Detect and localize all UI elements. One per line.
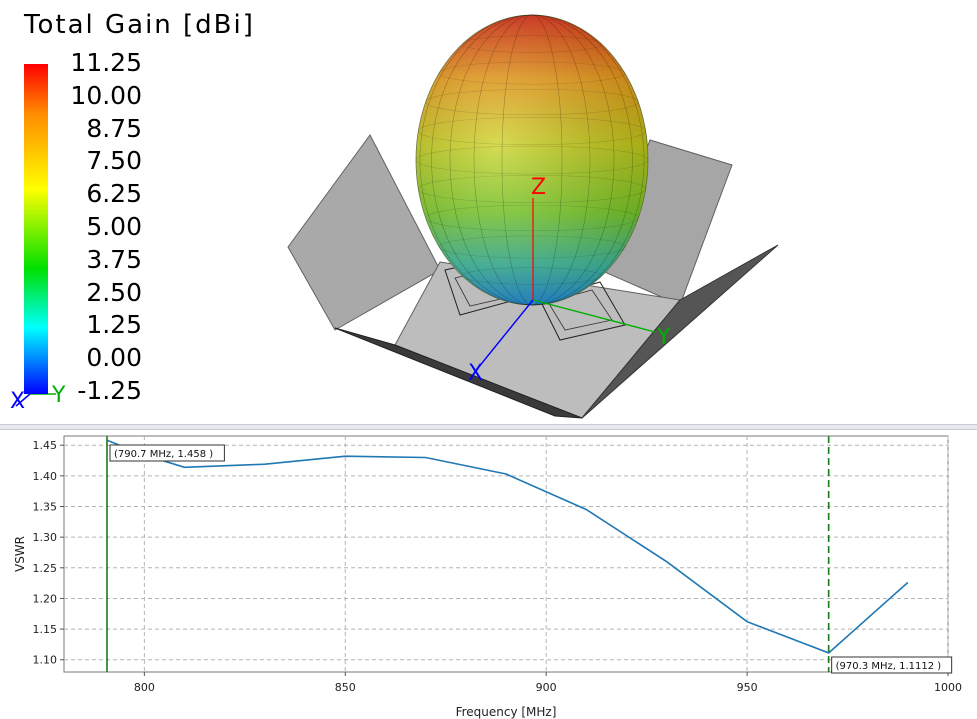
gain-colorbar <box>24 64 48 394</box>
z-axis-label: Z <box>531 175 546 200</box>
reflector-left-wall <box>287 134 441 331</box>
vswr-curve <box>106 439 909 654</box>
y-axis-label: Y <box>656 325 671 350</box>
radiation-pattern-3d: Z Y X X Y <box>10 14 779 419</box>
vswr-chart: 1.10 1.15 1.20 1.25 1.30 1.35 1.40 1.45 800 850 90… <box>13 435 962 719</box>
lobe-parallel <box>418 175 646 203</box>
vswr-chart-panel[interactable]: 1.10 1.15 1.20 1.25 1.30 1.35 1.40 1.45 800 850 90… <box>0 430 977 719</box>
lobe-parallel <box>425 88 639 116</box>
x-tick-label: 800 <box>134 681 155 694</box>
lobe-parallel <box>438 235 626 259</box>
marker-2-label-text: (970.3 MHz, 1.1112 ) <box>836 661 942 672</box>
reflector-front-edge <box>334 327 583 419</box>
lobe-parallel <box>418 117 646 145</box>
colorbar-tick-label: 5.00 <box>86 212 142 241</box>
x-tick-label: 900 <box>536 681 557 694</box>
lobe-meridian <box>473 14 591 306</box>
y-axis-title: VSWR <box>13 536 27 572</box>
lobe-parallel <box>438 61 626 85</box>
lobe-meridian <box>419 14 645 306</box>
colorbar-tick-label: -1.25 <box>77 376 142 405</box>
lobe-parallel <box>462 267 602 285</box>
mini-x-axis-line <box>15 393 31 407</box>
lobe-meridian <box>501 14 563 306</box>
radiation-pattern-view[interactable]: Z Y X X Y Total Gain [dBi] 11.25 10.00 8.7… <box>0 0 977 424</box>
y-axis-line <box>532 299 656 333</box>
colorbar-tick-label: 8.75 <box>86 113 142 143</box>
reflector-right-wall <box>581 244 779 419</box>
mini-x-axis-label: X <box>10 389 25 414</box>
y-tick-label: 1.10 <box>33 654 58 667</box>
x-tick-label: 950 <box>737 681 758 694</box>
lobe-parallel <box>462 35 602 53</box>
lobe-parallel <box>425 204 639 232</box>
splitter-bar[interactable] <box>0 424 977 430</box>
colorbar-tick-label: 7.50 <box>86 146 142 176</box>
mini-y-axis-label: Y <box>51 383 66 408</box>
colorbar-tick-label: 3.75 <box>86 244 142 274</box>
y-tick-label: 1.35 <box>33 500 58 513</box>
gain-lobe-shading <box>416 15 648 305</box>
lobe-meridian <box>501 14 563 306</box>
colorbar-tick-label: 6.25 <box>86 179 142 209</box>
x-axis-title: Frequency [MHz] <box>456 705 557 719</box>
colorbar-tick-label: 0.00 <box>86 343 142 373</box>
lobe-meridian <box>449 14 615 306</box>
y-tick-label: 1.45 <box>33 439 58 452</box>
marker-1-label-text: (790.7 MHz, 1.458 ) <box>114 449 213 460</box>
legend-title: Total Gain [dBi] <box>24 10 255 40</box>
lobe-meridian <box>473 14 591 306</box>
y-tick-label: 1.25 <box>33 562 58 575</box>
lobe-meridian <box>431 14 633 306</box>
x-tick-label: 1000 <box>934 681 962 694</box>
x-tick-label: 850 <box>335 681 356 694</box>
plot-area <box>63 435 949 673</box>
y-tick-label: 1.20 <box>33 592 58 605</box>
x-axis-line <box>477 299 534 369</box>
marker-1-label-box <box>109 444 225 462</box>
colorbar-tick-label: 11.25 <box>70 48 142 77</box>
colorbar-tick-label: 1.25 <box>86 310 142 340</box>
colorbar-tick-label: 2.50 <box>86 277 142 307</box>
y-tick-label: 1.30 <box>33 531 58 544</box>
colorbar-tick-label: 10.00 <box>70 80 142 110</box>
lobe-meridian <box>449 14 615 306</box>
marker-2-label-box <box>831 656 953 674</box>
y-tick-label: 1.15 <box>33 623 58 636</box>
lobe-meridian <box>431 14 633 306</box>
lobe-meridian <box>419 14 645 306</box>
gain-lobe-mesh <box>415 14 649 306</box>
x-axis-label: X <box>468 361 483 386</box>
y-tick-label: 1.40 <box>33 470 58 483</box>
lobe-parallel <box>415 145 649 175</box>
